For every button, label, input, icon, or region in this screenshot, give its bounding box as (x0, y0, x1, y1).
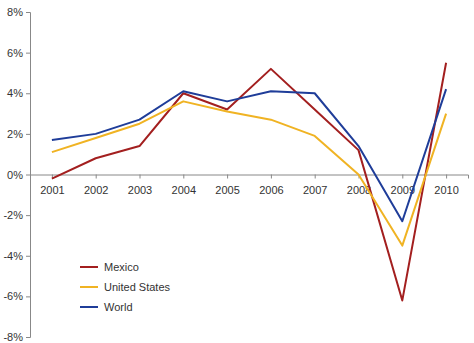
x-tick-mark (315, 175, 316, 179)
legend-swatch (80, 266, 98, 268)
x-tick-mark (446, 175, 447, 179)
y-tick-label: -4% (3, 250, 23, 262)
y-tick-mark (26, 93, 30, 94)
y-tick: 0% (7, 169, 30, 181)
y-tick: -4% (3, 250, 30, 262)
x-tick-label: 2003 (128, 184, 152, 196)
y-tick: 6% (7, 47, 30, 59)
x-tick: 2008 (347, 175, 371, 196)
y-tick: -2% (3, 209, 30, 221)
x-tick-label: 2006 (259, 184, 283, 196)
series-line (52, 63, 446, 301)
y-tick-mark (26, 296, 30, 297)
y-tick-label: 0% (7, 169, 23, 181)
x-axis: 2001200220032004200520062007200820092010 (31, 175, 469, 196)
series-line (52, 89, 446, 221)
x-tick-mark (96, 175, 97, 179)
y-tick: 4% (7, 87, 30, 99)
y-tick-label: 2% (7, 128, 23, 140)
legend-item: Mexico (80, 261, 139, 273)
legend-label: Mexico (104, 261, 139, 273)
x-tick: 2004 (172, 175, 196, 196)
y-axis: -8% -6% -4% -2% 0% 2% 4% 6% 8% (3, 6, 30, 343)
x-tick-mark (402, 175, 403, 179)
plot: -8% -6% -4% -2% 0% 2% 4% 6% 8% 2001 2002 2003 2004 20… (3, 6, 468, 343)
y-tick-mark (26, 134, 30, 135)
chart: -8% -6% -4% -2% 0% 2% 4% 6% 8% 2001 2002 2003 2004 20… (0, 0, 474, 343)
y-axis-line (26, 13, 31, 338)
x-tick: 2010 (434, 175, 458, 196)
y-tick-label: 8% (7, 6, 23, 18)
x-tick: 2003 (128, 175, 152, 196)
y-tick-label: 6% (7, 47, 23, 59)
x-tick-mark (271, 175, 272, 179)
x-tick: 2005 (215, 175, 239, 196)
legend-swatch (80, 306, 98, 308)
y-tick-mark (26, 12, 30, 13)
y-tick-mark (26, 175, 30, 176)
x-tick: 2002 (84, 175, 108, 196)
x-tick-label: 2005 (215, 184, 239, 196)
y-tick: 8% (7, 6, 30, 18)
x-tick-mark (183, 175, 184, 179)
legend-swatch (80, 286, 98, 288)
x-tick-label: 2004 (172, 184, 196, 196)
legend-item: United States (80, 281, 171, 293)
x-tick-mark (227, 175, 228, 179)
x-axis-line (31, 175, 469, 179)
x-tick-label: 2001 (40, 184, 64, 196)
x-tick-label: 2007 (303, 184, 327, 196)
lines (52, 63, 446, 301)
y-tick: -8% (3, 331, 30, 343)
x-tick-label: 2002 (84, 184, 108, 196)
legend-item: World (80, 301, 133, 313)
y-tick-mark (26, 256, 30, 257)
y-tick-mark (26, 337, 30, 338)
x-tick: 2007 (303, 175, 327, 196)
y-tick: -6% (3, 290, 30, 302)
y-tick-mark (26, 53, 30, 54)
y-tick-label: -6% (3, 290, 23, 302)
y-tick-label: -8% (3, 331, 23, 343)
x-tick-label: 2010 (434, 184, 458, 196)
y-tick-mark (26, 215, 30, 216)
y-tick-label: -2% (3, 209, 23, 221)
legend-label: World (104, 301, 133, 313)
legend: Mexico United States World (80, 261, 171, 313)
x-tick: 2006 (259, 175, 283, 196)
legend-label: United States (104, 281, 171, 293)
x-tick-mark (140, 175, 141, 179)
y-tick: 2% (7, 128, 30, 140)
series-line (52, 101, 446, 245)
y-tick-label: 4% (7, 87, 23, 99)
